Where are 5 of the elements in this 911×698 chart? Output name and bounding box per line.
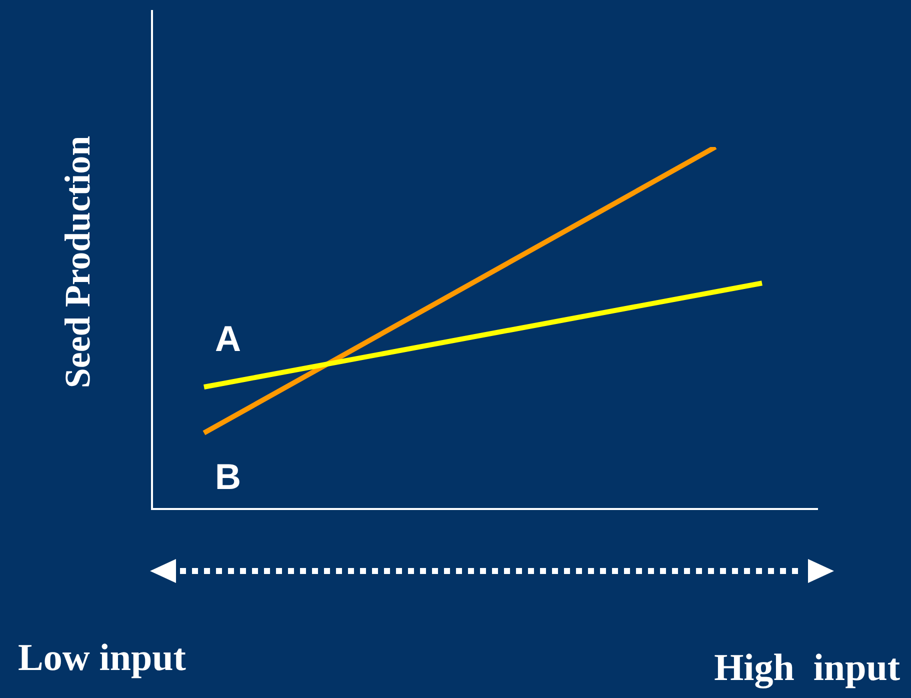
series-label: B	[215, 456, 241, 497]
text: Low input	[18, 636, 186, 679]
series-label: A	[215, 318, 241, 359]
y-axis-title: Seed Production	[57, 136, 98, 388]
text: High input	[714, 646, 900, 689]
